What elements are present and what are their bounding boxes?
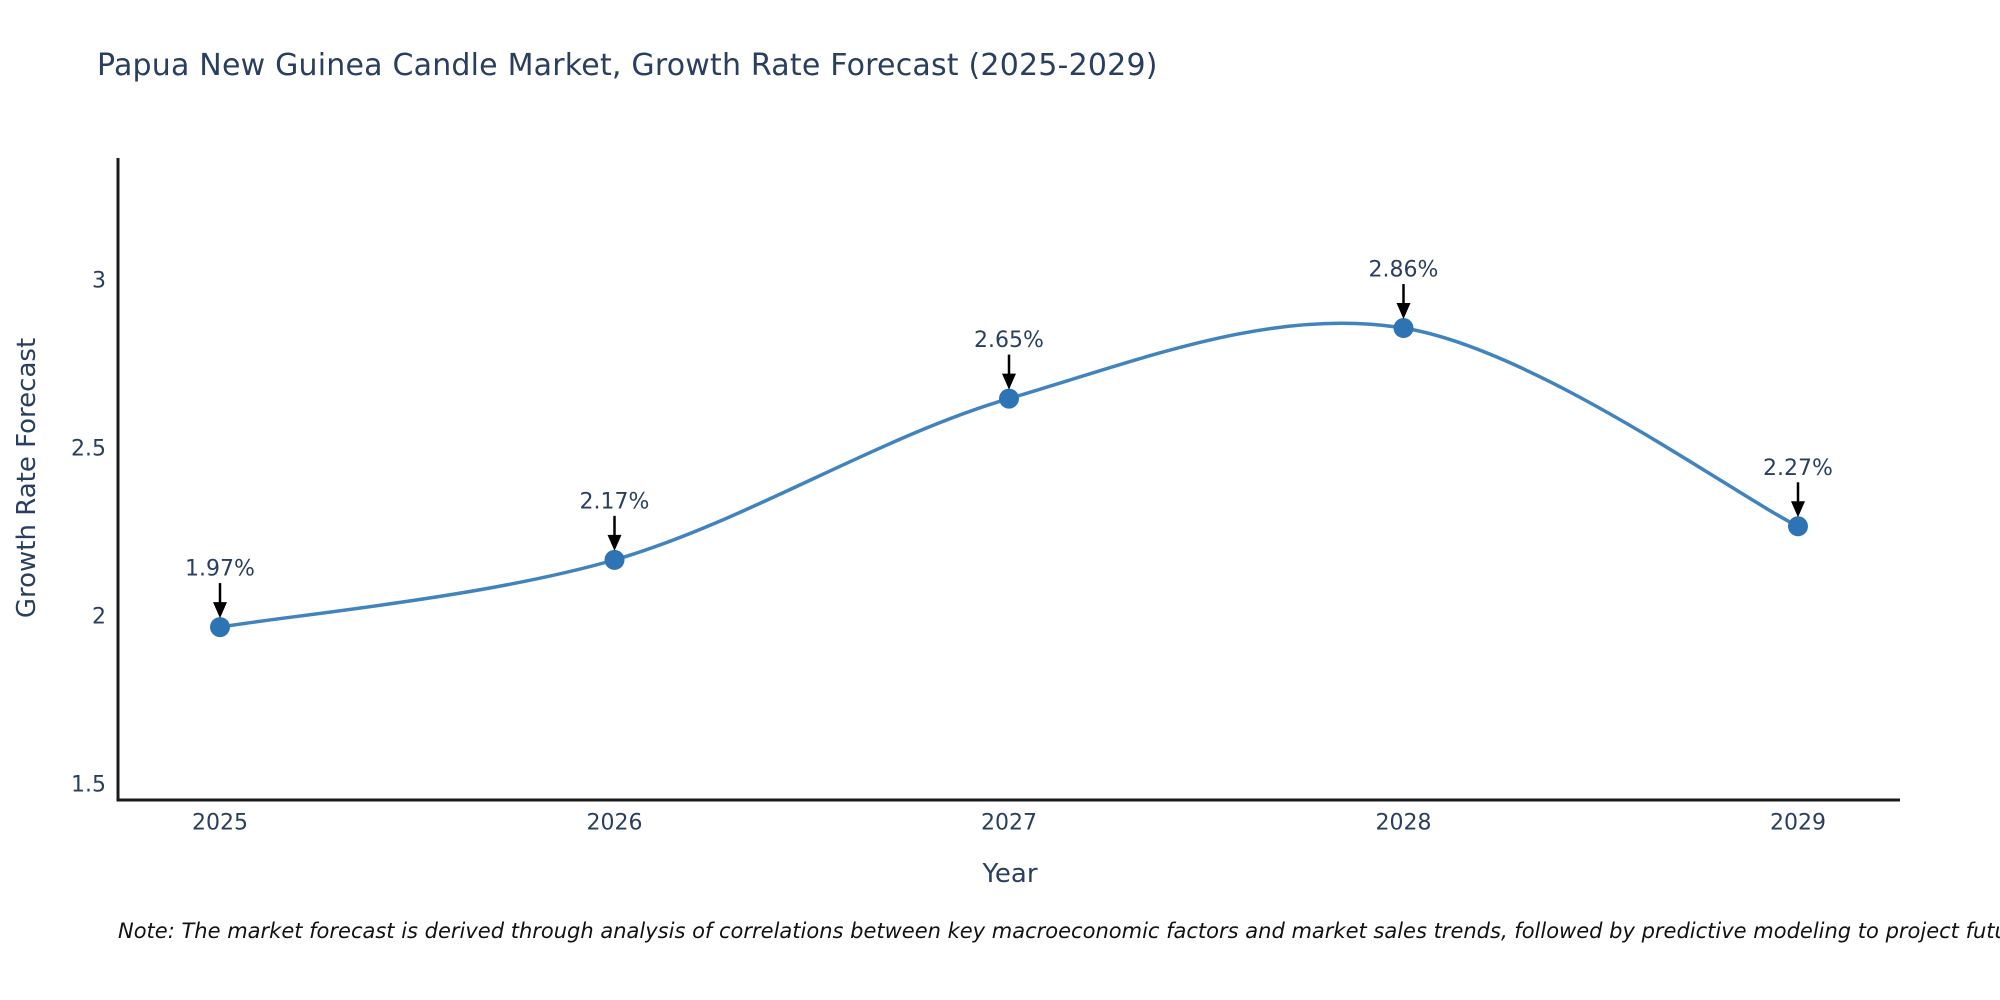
y-tick-label: 1.5 [71, 773, 106, 798]
annotation-arrow-head [1396, 303, 1411, 320]
data-point-2026[interactable] [604, 549, 625, 570]
annotation-label: 1.97% [185, 557, 255, 582]
footnote-text: Note: The market forecast is derived thr… [118, 919, 2000, 943]
x-tick-label: 2025 [192, 811, 248, 836]
annotation-arrow-head [607, 534, 622, 551]
x-tick-label: 2026 [587, 811, 643, 836]
annotation-arrow-head [1791, 501, 1805, 518]
annotation-arrow-head [213, 602, 227, 619]
x-axis-title: Year [982, 859, 1038, 889]
annotation-label: 2.65% [974, 328, 1044, 353]
x-tick-label: 2029 [1770, 811, 1826, 836]
chart-title: Papua New Guinea Candle Market, Growth R… [97, 48, 1158, 83]
data-point-2027[interactable] [999, 388, 1019, 409]
y-tick-label: 2.5 [71, 437, 106, 462]
x-tick-label: 2028 [1376, 811, 1432, 836]
data-point-2028[interactable] [1393, 318, 1414, 339]
y-tick-label: 3 [92, 269, 106, 294]
data-point-2025[interactable] [210, 617, 230, 638]
data-point-2029[interactable] [1788, 516, 1808, 537]
annotation-label: 2.17% [580, 489, 650, 514]
y-tick-label: 2 [92, 605, 106, 630]
x-tick-label: 2027 [981, 811, 1037, 836]
annotation-label: 2.86% [1369, 258, 1439, 283]
annotation-arrow-head [1002, 373, 1016, 390]
annotation-label: 2.27% [1763, 456, 1833, 481]
